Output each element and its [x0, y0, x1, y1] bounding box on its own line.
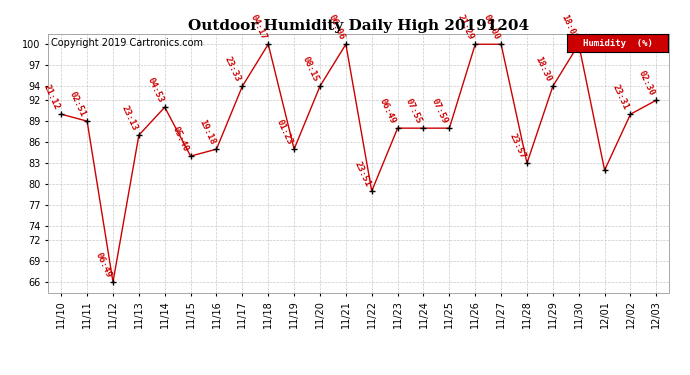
Text: 00:00: 00:00	[482, 13, 501, 42]
Text: 05:40: 05:40	[171, 125, 190, 153]
Text: 07:59: 07:59	[430, 97, 449, 125]
Text: 18:00: 18:00	[559, 13, 579, 42]
Text: 08:15: 08:15	[300, 55, 320, 83]
Text: 23:57: 23:57	[507, 132, 527, 160]
Text: 18:30: 18:30	[533, 55, 553, 83]
Text: 07:55: 07:55	[404, 97, 424, 125]
Text: 06:49: 06:49	[93, 251, 113, 279]
Text: 23:13: 23:13	[119, 104, 139, 132]
Text: Copyright 2019 Cartronics.com: Copyright 2019 Cartronics.com	[51, 38, 204, 48]
Text: 04:53: 04:53	[145, 76, 165, 104]
Text: 06:49: 06:49	[378, 97, 397, 125]
Text: 19:18: 19:18	[197, 118, 217, 146]
Text: 21:29: 21:29	[455, 13, 475, 42]
Title: Outdoor Humidity Daily High 20191204: Outdoor Humidity Daily High 20191204	[188, 19, 529, 33]
Text: 23:33: 23:33	[223, 55, 242, 83]
Text: 02:51: 02:51	[68, 90, 87, 118]
Text: 21:12: 21:12	[41, 83, 61, 111]
Text: 02:30: 02:30	[637, 69, 656, 98]
Text: 06:06: 06:06	[326, 13, 346, 42]
Text: 23:31: 23:31	[611, 83, 631, 111]
Text: 23:51: 23:51	[352, 160, 372, 188]
Text: 04:17: 04:17	[248, 13, 268, 42]
Text: 01:23: 01:23	[275, 118, 294, 146]
